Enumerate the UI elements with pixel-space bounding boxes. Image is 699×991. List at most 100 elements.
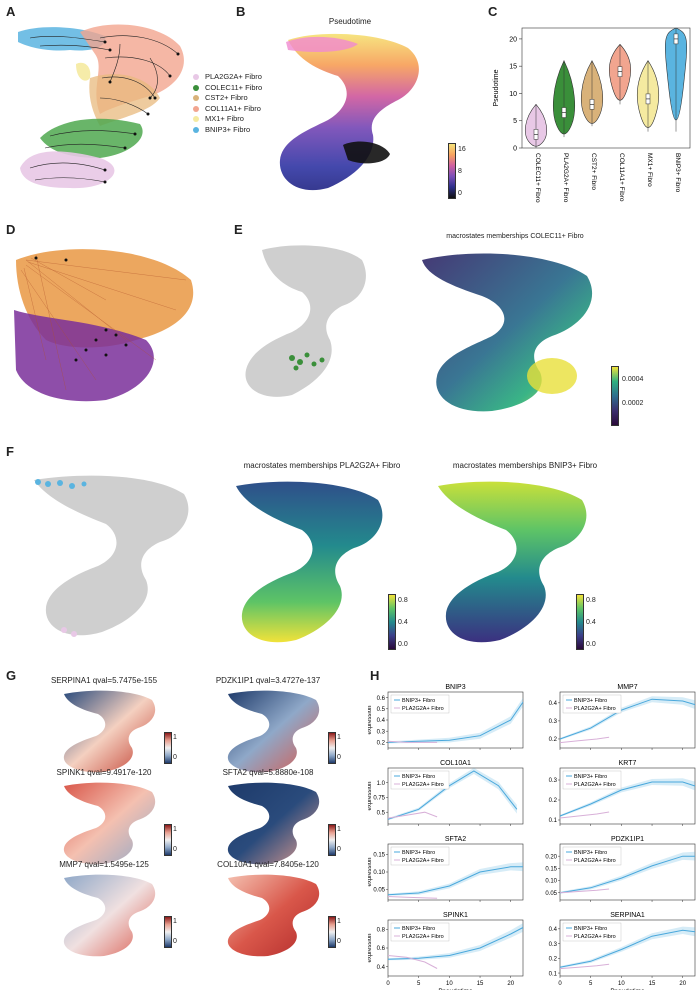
panel-f-umap-pla2g2a [236,481,383,643]
bnip3-series-line [387,927,524,960]
pla2g2a-series-line [559,888,610,894]
legend-box [562,770,622,790]
bnip3-series-line [387,701,524,743]
pseudotime-cloud [279,33,419,191]
legend-item: COL11A1+ Fibro [193,104,262,115]
cbar-tick: 0 [173,846,177,853]
cbar-tick: 0 [173,938,177,945]
y-tick-label: 0.4 [549,701,558,707]
bnip3-ci-band [560,851,695,894]
panel-f-colorbar-1 [388,594,396,650]
panel-g-colorbar [164,732,172,764]
legend-label: CST2+ Fibro [205,93,248,102]
legend-label: MX1+ Fibro [205,114,244,123]
legend-dot [193,95,199,102]
x-tick-label: 20 [679,981,686,987]
bnip3-series-line [559,855,695,894]
legend-dot [193,105,199,112]
graph-edges [20,254,187,391]
x-tick-label: 0 [386,981,390,987]
y-tick-label: 0.3 [549,719,558,725]
chart-title: COL10A1 [440,760,471,767]
y-tick-label: 0.10 [545,879,557,885]
panel-g-umap [227,782,320,865]
chart-title: SERPINA1 [610,912,645,919]
panel-g-title: SERPINA1 qval=5.7475e-155 [50,676,158,685]
cbar-tick: 0 [173,754,177,761]
y-tick-label: 0.1 [549,971,558,977]
line-chart-krt7: KRT7 0.1 0.2 0.3 BNIP3+ Fibro PLA2G2A+ Fibro [549,760,696,826]
x-tick-label: MX1+ Fibro [646,153,653,187]
gene-expression-cloud [63,874,156,957]
legend-item: PLA2G2A+ Fibro [193,72,262,83]
legend-dot [193,84,199,91]
cbar-tick: 0 [337,846,341,853]
panel-b-umap [279,33,419,191]
panel-h-line-charts: BNIP3 0.2 0.3 0.4 0.5 0.6 expression BNIP3+ Fib… [368,684,696,990]
colec11-cells [289,352,325,371]
chart-legend: BNIP3+ Fibro PLA2G2A+ Fibro [390,846,450,866]
panel-label-c: C [488,4,498,19]
y-tick-label: 0 [513,146,517,153]
chart-legend: BNIP3+ Fibro PLA2G2A+ Fibro [562,694,622,714]
x-axis-label: Pseudotime [610,988,645,990]
panel-e-colorbar [611,366,619,426]
panel-f-title-2: macrostates memberships BNIP3+ Fibro [452,461,598,470]
y-tick-label: 0.5 [377,707,386,713]
panel-f-title-1: macrostates memberships PLA2G2A+ Fibro [243,461,401,470]
panel-label-a: A [6,4,16,19]
line-chart-serpina1: SERPINA1 0.1 0.2 0.3 0.4 0 5 10 15 20 Pseudotime BN… [549,912,696,990]
cbar-tick: 1 [337,918,341,925]
x-tick-label: 15 [649,981,656,987]
y-tick-label: 0.05 [545,891,557,897]
axes-frame [387,767,524,825]
panel-label-e: E [234,222,243,237]
line-chart-pdzk1ip1: PDZK1IP1 0.05 0.10 0.15 0.20 BNIP3+ Fibro PLA2… [545,836,696,902]
gene-expression-cloud [63,690,156,773]
legend-box [562,922,622,942]
pla2g2a-series-line [559,736,610,744]
y-tick-label: 0.2 [549,957,558,963]
pla2g2a-series-line [387,811,438,819]
legend-label: BNIP3+ Fibro [402,698,435,704]
y-tick-label: 0.15 [373,853,385,859]
streamline-arrows [103,40,180,184]
legend-label: PLA2G2A+ Fibro [402,706,444,712]
x-tick-label: BNIP3+ Fibro [674,153,681,193]
cbar-tick: 1 [173,734,177,741]
bnip3-series-line [559,698,696,740]
legend-dot [193,116,199,123]
panel-label-f: F [6,444,14,459]
legend-item: CST2+ Fibro [193,93,262,104]
cbar-tick: 1 [337,734,341,741]
graph-nodes [34,256,128,362]
y-tick-label: 0.10 [373,870,385,876]
bnip3-ci-band [388,697,523,744]
y-tick-label: 0.8 [377,928,386,934]
legend-dot [193,126,199,133]
panel-g-umap [227,690,320,773]
y-tick-label: 0.2 [549,737,558,743]
y-tick-label: 0.20 [545,854,557,860]
panel-f-umap-gray [34,475,189,637]
cbar-tick: 1 [337,826,341,833]
panel-g-colorbar [328,824,336,856]
panel-label-b: B [236,4,246,19]
y-tick-label: 0.75 [373,796,385,802]
x-tick-label: 15 [477,981,484,987]
panel-g-title: COL10A1 qval=7.8405e-120 [217,860,319,869]
legend-label: COL11A1+ Fibro [205,103,261,113]
legend-a: PLA2G2A+ Fibro COLEC11+ Fibro CST2+ Fibr… [193,72,262,135]
x-tick-label: 10 [446,981,453,987]
y-axis-label: expression [368,705,373,734]
cbar-tick: 0.0004 [622,376,644,383]
chart-legend: BNIP3+ Fibro PLA2G2A+ Fibro [390,694,450,714]
panel-d-graph [14,249,194,402]
panel-b-title: Pseudotime [328,17,372,26]
panel-g-umap [63,690,156,773]
y-tick-label: 0.4 [549,927,558,933]
y-tick-label: 0.1 [549,818,558,824]
pla2g2a-series-line [559,963,610,970]
legend-box [562,846,622,866]
